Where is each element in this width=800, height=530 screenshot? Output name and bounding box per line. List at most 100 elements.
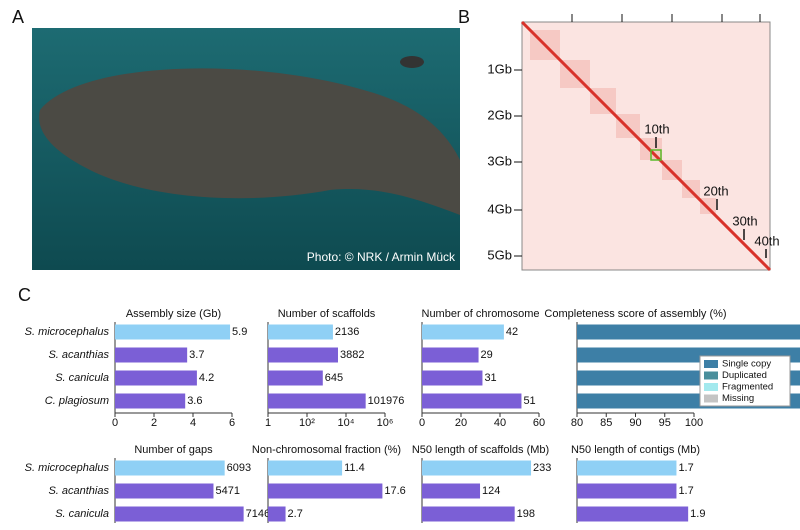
bar xyxy=(115,506,244,522)
category-label: S. canicula xyxy=(55,372,109,384)
value-label: 124 xyxy=(482,485,500,497)
bar xyxy=(577,460,677,476)
value-label: 101976 xyxy=(368,395,405,407)
bar xyxy=(115,324,231,340)
value-label: 233 xyxy=(533,462,551,474)
x-tick-label: 2 xyxy=(151,417,157,429)
x-tick-label: 10⁴ xyxy=(338,417,355,429)
heatmap-diagonal xyxy=(520,20,772,272)
legend-label: Single copy xyxy=(722,359,771,370)
bar xyxy=(115,460,225,476)
tag xyxy=(400,56,424,68)
x-tick-label: 40 xyxy=(494,417,506,429)
bar xyxy=(422,483,481,499)
value-label: 3.6 xyxy=(187,395,202,407)
bar xyxy=(268,483,383,499)
x-tick-label: 95 xyxy=(659,417,671,429)
x-tick-label: 90 xyxy=(629,417,641,429)
category-label: S. acanthias xyxy=(48,349,109,361)
y-tick-label: 2Gb xyxy=(487,107,512,122)
panel-label: C xyxy=(18,285,31,305)
legend-label: Duplicated xyxy=(722,370,767,381)
x-tick-label: 85 xyxy=(600,417,612,429)
x-tick-label: 10² xyxy=(299,417,315,429)
x-tick-label: 0 xyxy=(419,417,425,429)
x-tick-label: 10⁶ xyxy=(377,417,394,429)
value-label: 4.2 xyxy=(199,372,214,384)
x-tick-label: 80 xyxy=(571,417,583,429)
chart-title: Number of scaffolds xyxy=(278,308,376,320)
annotation: 10th xyxy=(644,121,669,136)
chart-title: Number of gaps xyxy=(134,444,213,456)
legend-label: Fragmented xyxy=(722,382,773,393)
legend-swatch xyxy=(704,360,718,368)
arrows xyxy=(655,137,767,258)
value-label: 6093 xyxy=(227,462,251,474)
annotation: 30th xyxy=(732,213,757,228)
y-tick-label: 1Gb xyxy=(487,61,512,76)
chart-title: Completeness score of assembly (%) xyxy=(544,308,726,320)
value-label: 3.7 xyxy=(189,349,204,361)
annotation: 20th xyxy=(703,183,728,198)
bar xyxy=(268,370,323,386)
bar xyxy=(422,370,483,386)
chart-title: Non-chromosomal fraction (%) xyxy=(252,444,401,456)
bar xyxy=(268,506,286,522)
bar-segment xyxy=(577,324,800,340)
value-label: 198 xyxy=(517,508,535,520)
legend-label: Missing xyxy=(722,393,754,404)
value-label: 51 xyxy=(523,395,535,407)
x-tick-label: 60 xyxy=(533,417,545,429)
category-label: S. microcephalus xyxy=(25,462,110,474)
bar xyxy=(422,506,515,522)
bar xyxy=(422,324,504,340)
legend-swatch xyxy=(704,394,718,403)
category-label: S. canicula xyxy=(55,508,109,520)
x-tick-label: 6 xyxy=(229,417,235,429)
chart-title: N50 length of contigs (Mb) xyxy=(571,444,700,456)
bar xyxy=(268,324,333,340)
bar xyxy=(268,393,366,409)
legend-swatch xyxy=(704,383,718,391)
bar xyxy=(268,347,338,363)
chart-title: Number of chromosome xyxy=(422,308,540,320)
legend-swatch xyxy=(704,371,718,380)
y-tick-label: 4Gb xyxy=(487,201,512,216)
x-tick-label: 0 xyxy=(112,417,118,429)
value-label: 5471 xyxy=(215,485,239,497)
photo-caption: Photo: © NRK / Armin Mück xyxy=(307,250,456,264)
value-label: 11.4 xyxy=(344,462,365,474)
annotation: 40th xyxy=(754,233,779,248)
top-ticks xyxy=(571,14,761,22)
value-label: 31 xyxy=(484,372,496,384)
value-label: 3882 xyxy=(340,349,364,361)
chart-title: N50 length of scaffolds (Mb) xyxy=(412,444,549,456)
value-label: 5.9 xyxy=(232,326,247,338)
bar xyxy=(115,393,186,409)
x-tick-label: 100 xyxy=(685,417,703,429)
bar xyxy=(422,460,532,476)
value-label: 2.7 xyxy=(288,508,303,520)
x-tick-label: 4 xyxy=(190,417,196,429)
value-label: 1.7 xyxy=(678,485,693,497)
value-label: 29 xyxy=(481,349,493,361)
bar xyxy=(115,347,188,363)
panel-label: B xyxy=(458,7,470,27)
bar xyxy=(422,393,522,409)
value-label: 17.6 xyxy=(384,485,405,497)
bar xyxy=(577,483,677,499)
value-label: 2136 xyxy=(335,326,359,338)
y-tick-label: 3Gb xyxy=(487,153,512,168)
y-tick-label: 5Gb xyxy=(487,247,512,262)
category-label: C. plagiosum xyxy=(45,395,109,407)
bar xyxy=(422,347,479,363)
panel-label: A xyxy=(12,7,24,27)
highlight-box xyxy=(650,149,662,161)
value-label: 1.9 xyxy=(690,508,705,520)
category-label: S. acanthias xyxy=(48,485,109,497)
value-label: 7146 xyxy=(246,508,270,520)
bar xyxy=(115,483,214,499)
bar xyxy=(115,370,197,386)
x-tick-label: 1 xyxy=(265,417,271,429)
